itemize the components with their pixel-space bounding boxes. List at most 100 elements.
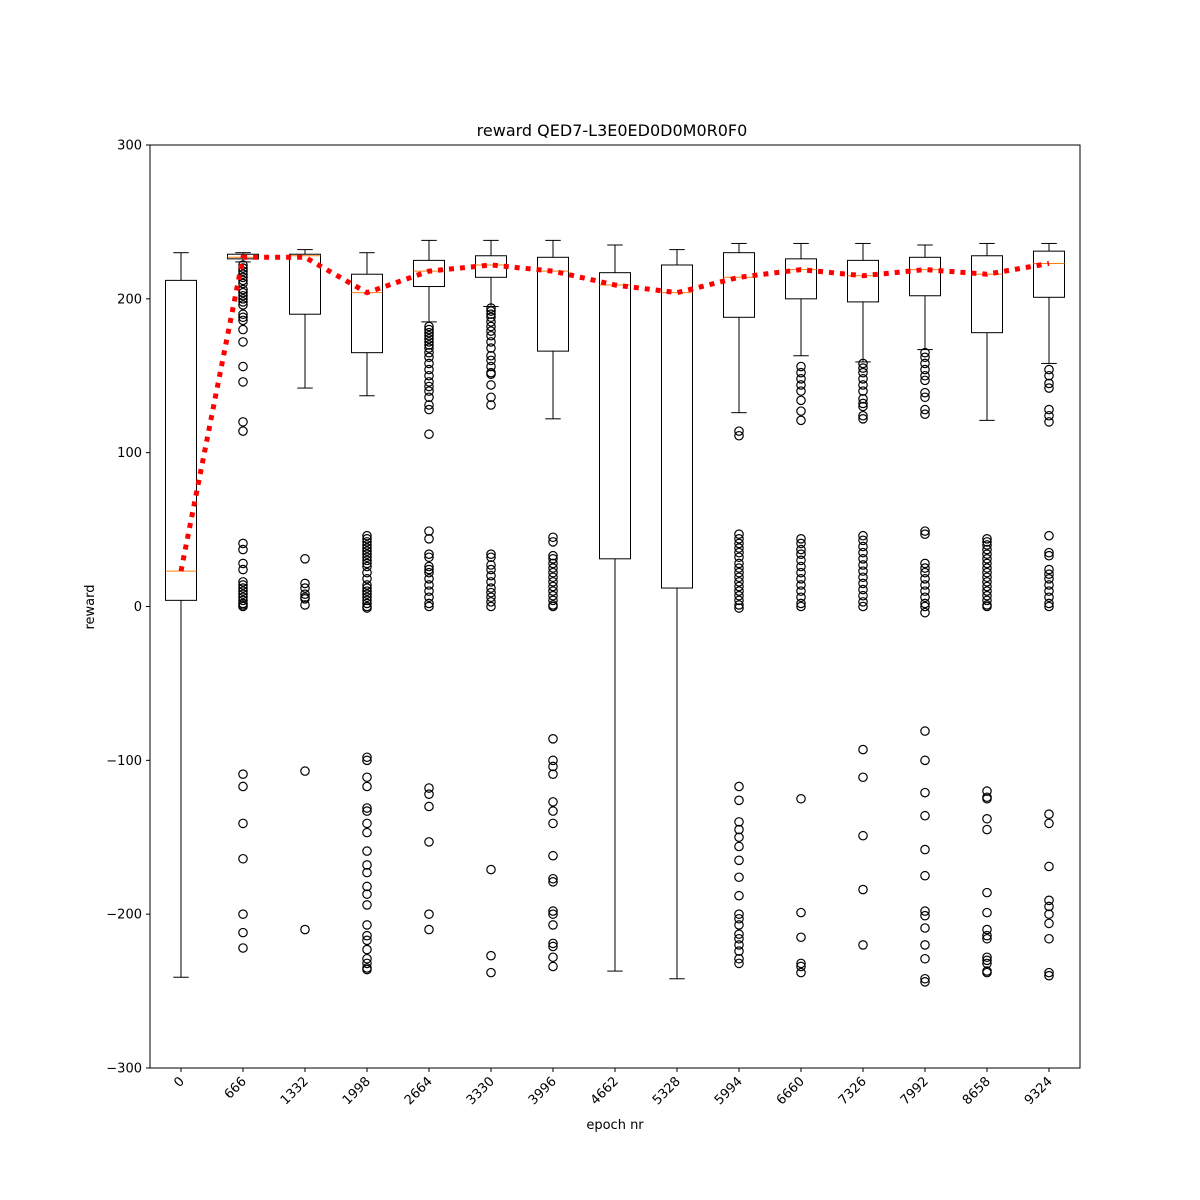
- outlier-point: [858, 578, 868, 589]
- outlier-point: [734, 600, 744, 610]
- outlier-point: [982, 534, 992, 544]
- outlier-point: [858, 884, 868, 895]
- outlier-point: [1044, 383, 1054, 393]
- outlier-point: [486, 552, 496, 563]
- outlier-point: [300, 578, 310, 589]
- iqr-box: [289, 253, 321, 315]
- iqr-box: [351, 273, 383, 354]
- outlier-point: [362, 595, 372, 606]
- outlier-point: [238, 586, 248, 596]
- outlier-point: [920, 910, 930, 921]
- outlier-point: [238, 595, 248, 606]
- outlier-point: [238, 337, 248, 347]
- outlier-point: [238, 818, 248, 829]
- outlier-point: [486, 361, 496, 372]
- box-group: [661, 249, 693, 980]
- outlier-point: [424, 561, 434, 572]
- outlier-point: [920, 923, 930, 933]
- box-group: [847, 242, 879, 950]
- outlier-point: [858, 547, 868, 558]
- outlier-point: [424, 601, 434, 612]
- outlier-point: [548, 590, 558, 601]
- outlier-point: [486, 350, 496, 361]
- y-axis-label: reward: [83, 584, 98, 629]
- outlier-point: [424, 574, 434, 584]
- outlier-point: [424, 534, 434, 544]
- outlier-point: [362, 881, 372, 892]
- outlier-point: [362, 592, 372, 603]
- outlier-point: [1044, 918, 1054, 929]
- outlier-point: [300, 583, 310, 593]
- outlier-point: [734, 946, 744, 956]
- outlier-point: [858, 394, 868, 404]
- outlier-point: [548, 806, 558, 816]
- outlier-point: [362, 586, 372, 596]
- outlier-point: [920, 810, 930, 821]
- outlier-point: [1044, 933, 1054, 944]
- outlier-point: [734, 430, 744, 441]
- outlier-point: [734, 958, 744, 969]
- outlier-point: [424, 549, 434, 559]
- outlier-point: [734, 563, 744, 573]
- outlier-point: [300, 554, 310, 564]
- outlier-point: [734, 426, 744, 436]
- outlier-point: [734, 572, 744, 583]
- y-tick-label: −300: [106, 1062, 142, 1077]
- outlier-point: [858, 601, 868, 612]
- outlier-point: [548, 563, 558, 573]
- outlier-point: [982, 793, 992, 804]
- outlier-point: [1044, 601, 1054, 612]
- outlier-point: [1044, 404, 1054, 415]
- outlier-point: [982, 601, 992, 612]
- outlier-point: [424, 580, 434, 590]
- outlier-point: [548, 906, 558, 916]
- outlier-point: [920, 404, 930, 415]
- outlier-point: [486, 564, 496, 575]
- iqr-box: [599, 272, 631, 560]
- outlier-point: [734, 534, 744, 544]
- outlier-point: [734, 824, 744, 835]
- iqr-box: [909, 256, 941, 297]
- iqr-box: [661, 264, 693, 589]
- outlier-point: [362, 552, 372, 563]
- outlier-point: [920, 601, 930, 612]
- outlier-point: [1044, 410, 1054, 421]
- outlier-point: [920, 787, 930, 798]
- outlier-point: [982, 540, 992, 550]
- outlier-point: [734, 558, 744, 569]
- outlier-point: [424, 381, 434, 392]
- outlier-point: [920, 563, 930, 573]
- outlier-point: [424, 321, 434, 332]
- outlier-point: [920, 607, 930, 618]
- outlier-point: [734, 872, 744, 883]
- outlier-point: [858, 386, 868, 396]
- outlier-point: [486, 369, 496, 380]
- outlier-point: [734, 940, 744, 950]
- outlier-point: [920, 598, 930, 609]
- outlier-point: [424, 801, 434, 812]
- outlier-point: [982, 907, 992, 918]
- outlier-point: [548, 877, 558, 887]
- outlier-point: [920, 375, 930, 386]
- outlier-point: [796, 415, 806, 426]
- outlier-point: [920, 977, 930, 987]
- iqr-box: [413, 259, 445, 288]
- outlier-point: [796, 380, 806, 390]
- iqr-box: [1033, 250, 1065, 298]
- outlier-point: [424, 404, 434, 415]
- iqr-box: [847, 259, 879, 303]
- outlier-point: [858, 363, 868, 373]
- outlier-point: [858, 572, 868, 583]
- plot-frame: [149, 144, 1081, 1069]
- outlier-point: [734, 817, 744, 827]
- outlier-point: [238, 538, 248, 549]
- outlier-point: [1044, 809, 1054, 819]
- outlier-point: [796, 958, 806, 969]
- outlier-point: [1044, 569, 1054, 579]
- outlier-point: [734, 855, 744, 866]
- outlier-point: [424, 386, 434, 396]
- outlier-point: [734, 913, 744, 924]
- outlier-point: [796, 534, 806, 544]
- outlier-point: [548, 550, 558, 561]
- outlier-point: [238, 275, 248, 286]
